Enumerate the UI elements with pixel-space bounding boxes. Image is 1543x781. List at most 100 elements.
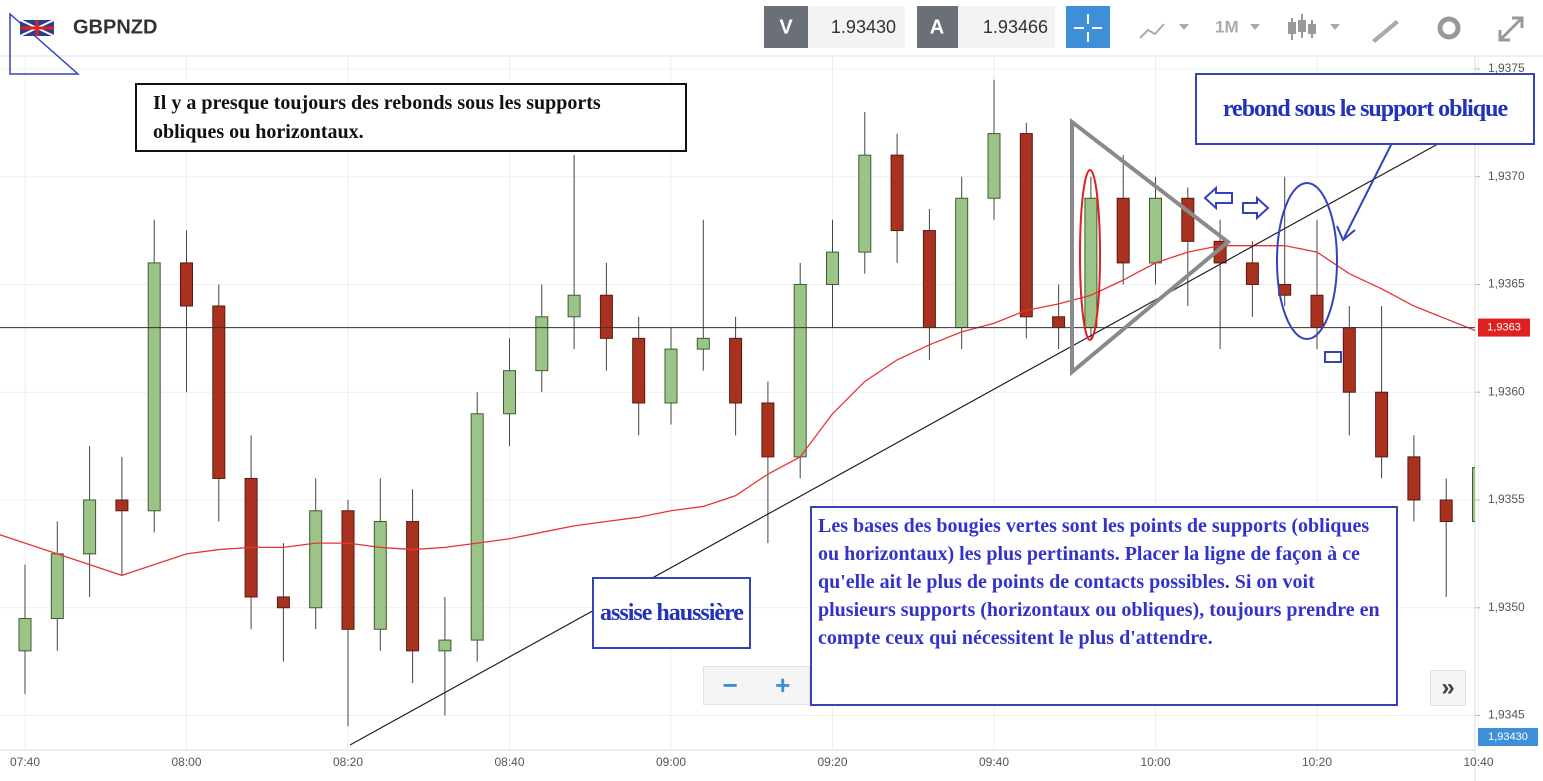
- y-tick-label: 1,9370: [1488, 169, 1525, 183]
- settings-icon[interactable]: [1437, 16, 1461, 40]
- scroll-button[interactable]: »: [1430, 670, 1466, 706]
- candle-body: [826, 251, 839, 285]
- candle-body: [373, 521, 387, 630]
- candle-body: [1472, 467, 1475, 523]
- candle-body: [922, 230, 936, 329]
- candle-body: [1149, 197, 1162, 264]
- candle-body: [470, 413, 484, 641]
- price-tag-label: 1,9363: [1487, 321, 1521, 333]
- candle-body: [858, 154, 872, 253]
- y-tick-label: 1,9360: [1488, 384, 1525, 398]
- candle-body: [1084, 197, 1098, 329]
- candle-body: [729, 337, 743, 404]
- x-tick-label: 10:40: [1463, 755, 1493, 769]
- candles-icon[interactable]: [1298, 20, 1306, 32]
- candle-body: [1375, 391, 1389, 458]
- candle-body: [309, 510, 323, 609]
- candle-body: [955, 197, 969, 329]
- bid-box[interactable]: [808, 6, 905, 48]
- candle-body: [664, 348, 678, 404]
- y-tick-label: 1,9345: [1488, 708, 1525, 722]
- marker-box: [1324, 351, 1342, 363]
- candle-body: [83, 499, 97, 555]
- candle-body: [761, 402, 775, 458]
- candle-body: [212, 305, 226, 479]
- x-tick-label: 08:20: [333, 755, 363, 769]
- candle-body: [1052, 316, 1066, 329]
- crosshair-icon: [1074, 14, 1102, 42]
- blue-ellipse: [1276, 182, 1338, 340]
- draw-icon[interactable]: [1372, 20, 1399, 43]
- candle-body: [115, 499, 129, 512]
- moving-average: [0, 245, 1475, 577]
- red-ellipse: [1079, 169, 1101, 341]
- trend-note: assise haussière: [592, 577, 751, 649]
- candles-icon[interactable]: [1288, 22, 1296, 34]
- main-note: Les bases des bougies vertes sont les po…: [810, 506, 1398, 706]
- fullscreen-icon[interactable]: [1498, 16, 1524, 42]
- candle-body: [1342, 327, 1356, 393]
- candle-body: [147, 262, 161, 512]
- ask-box[interactable]: [958, 6, 1055, 48]
- candle-body: [987, 133, 1001, 199]
- candle-body: [535, 316, 549, 372]
- arrow-head: [1336, 225, 1356, 242]
- bid-price[interactable]: 1.93430: [831, 17, 896, 37]
- left-arrow: [1203, 185, 1233, 211]
- y-tick-label: 1,9350: [1488, 600, 1525, 614]
- dropdown[interactable]: [1250, 24, 1260, 30]
- zoom-out[interactable]: −: [722, 670, 738, 700]
- candle-body: [599, 294, 613, 339]
- x-tick-label: 08:40: [494, 755, 524, 769]
- dropdown[interactable]: [1179, 24, 1189, 30]
- x-tick-label: 07:40: [10, 755, 40, 769]
- candle-body: [1181, 197, 1195, 242]
- candle-body: [503, 370, 516, 415]
- candle-body: [438, 639, 452, 652]
- chart-type-icon[interactable]: [1139, 23, 1165, 39]
- candle-body: [244, 477, 258, 598]
- candle-body: [1310, 294, 1324, 329]
- y-tick-label: 1,9375: [1488, 61, 1525, 75]
- zoom-in[interactable]: +: [775, 670, 791, 700]
- ask-label[interactable]: A: [930, 16, 944, 38]
- ask-price[interactable]: 1.93466: [983, 17, 1048, 37]
- x-tick-label: 08:00: [171, 755, 201, 769]
- candle-body: [632, 337, 646, 404]
- corner-triangle: [9, 12, 80, 75]
- rebound-note: rebond sous le support oblique: [1195, 73, 1535, 145]
- arrow-line: [1343, 142, 1393, 239]
- candle-body: [341, 510, 355, 630]
- timeframe[interactable]: 1M: [1215, 17, 1239, 36]
- triangle: [1070, 117, 1232, 377]
- drawings: [9, 12, 1446, 746]
- x-tick-label: 10:00: [1140, 755, 1170, 769]
- zoom-bar: − +: [703, 666, 810, 705]
- candle-body: [276, 596, 290, 609]
- candle-body: [567, 294, 581, 318]
- candle-body: [18, 618, 32, 652]
- x-tick-label: 09:20: [817, 755, 847, 769]
- ask-badge[interactable]: [917, 6, 958, 48]
- candle-body: [1116, 197, 1130, 264]
- y-tick-label: 1,9355: [1488, 492, 1525, 506]
- candle-body: [50, 553, 64, 620]
- last-price-label: 1,93430: [1488, 731, 1528, 743]
- candle-body: [1019, 133, 1033, 318]
- symbol: GBPNZD: [73, 16, 157, 38]
- last-price-tag: [1478, 728, 1538, 746]
- top-note: Il y a presque toujours des rebonds sous…: [135, 83, 687, 152]
- candle-body: [1245, 262, 1259, 285]
- x-tick-label: 10:20: [1302, 755, 1332, 769]
- x-tick-label: 09:00: [656, 755, 686, 769]
- bid-badge[interactable]: [764, 6, 808, 48]
- candle-body: [406, 521, 420, 652]
- candle-body: [180, 262, 193, 307]
- candles-icon[interactable]: [1308, 24, 1316, 34]
- dropdown[interactable]: [1330, 24, 1340, 30]
- candle-body: [793, 283, 807, 458]
- candle-body: [1407, 456, 1421, 501]
- bid-label[interactable]: V: [779, 16, 793, 38]
